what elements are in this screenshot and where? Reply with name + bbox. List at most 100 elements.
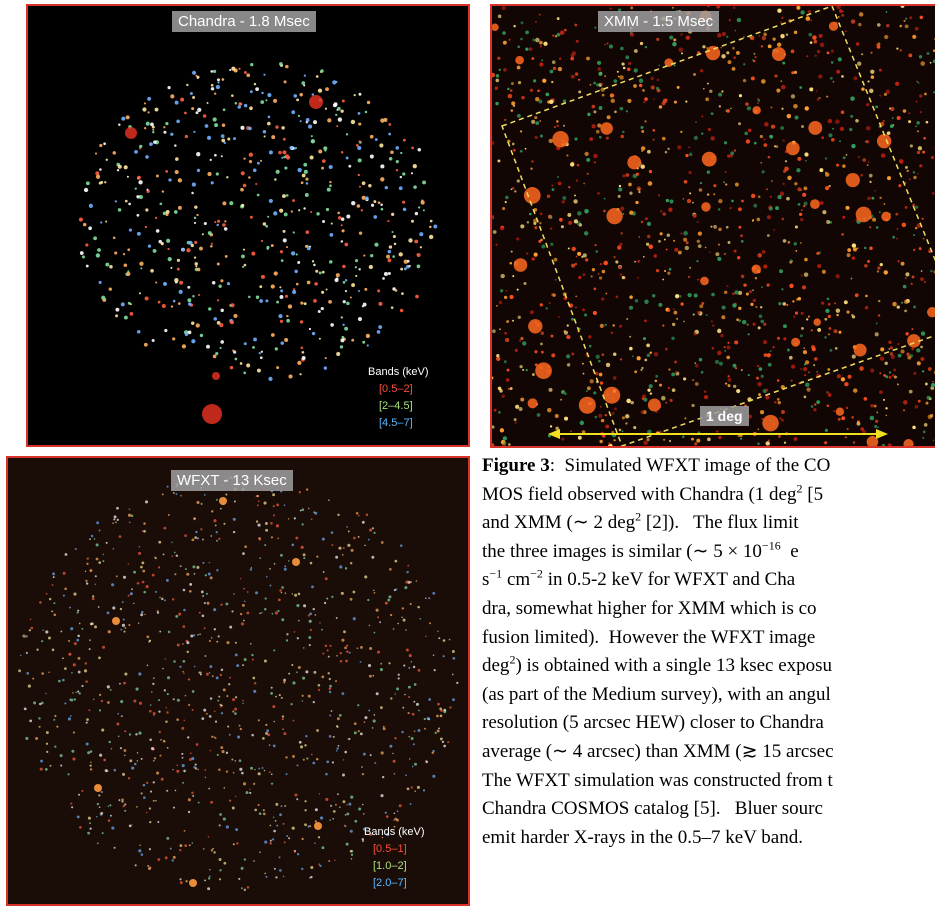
source-dot bbox=[312, 762, 315, 765]
source-dot bbox=[903, 285, 907, 289]
source-dot bbox=[351, 201, 355, 205]
source-dot bbox=[99, 694, 101, 696]
source-dot bbox=[496, 74, 499, 77]
source-dot bbox=[881, 153, 886, 158]
source-dot bbox=[166, 711, 168, 713]
source-dot bbox=[70, 803, 72, 805]
source-dot bbox=[261, 92, 263, 94]
source-dot bbox=[347, 544, 350, 547]
source-dot bbox=[743, 283, 746, 286]
source-dot bbox=[683, 238, 687, 242]
source-dot bbox=[262, 767, 264, 769]
source-dot bbox=[637, 356, 641, 360]
source-dot bbox=[424, 718, 426, 720]
source-dot bbox=[192, 690, 195, 693]
source-dot bbox=[255, 591, 258, 594]
source-dot bbox=[174, 144, 176, 146]
source-dot bbox=[176, 554, 178, 556]
source-dot bbox=[593, 391, 596, 394]
source-dot bbox=[332, 818, 334, 820]
source-dot bbox=[530, 310, 534, 314]
source-dot bbox=[901, 302, 903, 304]
source-dot bbox=[724, 141, 727, 144]
source-dot bbox=[680, 302, 683, 305]
source-dot bbox=[154, 757, 156, 759]
source-dot bbox=[276, 170, 280, 174]
source-dot bbox=[324, 366, 327, 369]
source-dot bbox=[600, 122, 613, 135]
source-dot bbox=[84, 188, 88, 192]
source-dot bbox=[768, 44, 772, 48]
source-dot bbox=[737, 256, 740, 259]
source-dot bbox=[309, 328, 311, 330]
source-dot bbox=[717, 351, 721, 355]
source-dot bbox=[172, 859, 174, 861]
source-dot bbox=[922, 370, 924, 372]
source-dot bbox=[764, 353, 768, 357]
source-dot bbox=[759, 314, 763, 318]
source-dot bbox=[274, 271, 278, 275]
source-dot bbox=[368, 539, 370, 541]
source-dot bbox=[72, 757, 75, 760]
source-dot bbox=[326, 598, 328, 600]
caption-line: Chandra COSMOS catalog [5]. Bluer sourc bbox=[482, 795, 935, 824]
source-dot bbox=[39, 601, 42, 604]
source-dot bbox=[648, 398, 661, 411]
source-dot bbox=[128, 514, 131, 517]
source-dot bbox=[393, 628, 395, 630]
source-dot bbox=[510, 89, 513, 92]
source-dot bbox=[341, 592, 344, 595]
source-dot bbox=[249, 788, 250, 789]
source-dot bbox=[332, 761, 334, 763]
source-dot bbox=[319, 271, 322, 274]
source-dot bbox=[265, 522, 268, 525]
source-dot bbox=[877, 45, 881, 49]
source-dot bbox=[373, 590, 374, 591]
source-dot bbox=[227, 282, 230, 285]
source-dot bbox=[211, 637, 213, 639]
source-dot bbox=[896, 238, 898, 240]
source-dot bbox=[419, 232, 423, 236]
source-dot bbox=[507, 369, 510, 372]
source-dot bbox=[819, 34, 823, 38]
source-dot bbox=[803, 205, 805, 207]
source-dot bbox=[437, 703, 440, 706]
source-dot bbox=[577, 211, 582, 216]
source-dot bbox=[40, 760, 43, 763]
source-dot bbox=[269, 199, 273, 203]
source-dot bbox=[115, 521, 117, 523]
source-dot bbox=[394, 737, 396, 739]
source-dot bbox=[182, 625, 185, 628]
source-dot bbox=[763, 265, 767, 269]
source-dot bbox=[728, 384, 731, 387]
source-dot bbox=[560, 399, 562, 401]
source-dot bbox=[351, 339, 354, 342]
source-dot bbox=[298, 593, 301, 596]
source-dot bbox=[248, 127, 252, 131]
source-dot bbox=[216, 641, 218, 643]
source-dot bbox=[782, 183, 784, 185]
source-dot bbox=[826, 391, 828, 393]
source-dot bbox=[358, 730, 360, 732]
source-dot bbox=[158, 566, 160, 568]
source-dot bbox=[764, 122, 768, 126]
source-dot bbox=[697, 240, 700, 243]
source-dot bbox=[411, 737, 414, 740]
source-dot bbox=[717, 33, 721, 37]
source-dot bbox=[924, 281, 926, 283]
source-dot bbox=[362, 305, 364, 307]
source-dot bbox=[232, 698, 235, 701]
source-dot bbox=[851, 416, 853, 418]
source-dot bbox=[301, 181, 304, 184]
source-dot bbox=[638, 189, 640, 191]
source-dot bbox=[416, 580, 418, 582]
source-dot bbox=[390, 697, 392, 699]
source-dot bbox=[95, 153, 97, 155]
source-dot bbox=[605, 293, 607, 295]
source-dot bbox=[389, 745, 392, 748]
source-dot bbox=[124, 672, 127, 675]
source-dot bbox=[617, 71, 619, 73]
source-dot bbox=[336, 125, 338, 127]
source-dot bbox=[145, 155, 149, 159]
source-dot bbox=[103, 759, 106, 762]
